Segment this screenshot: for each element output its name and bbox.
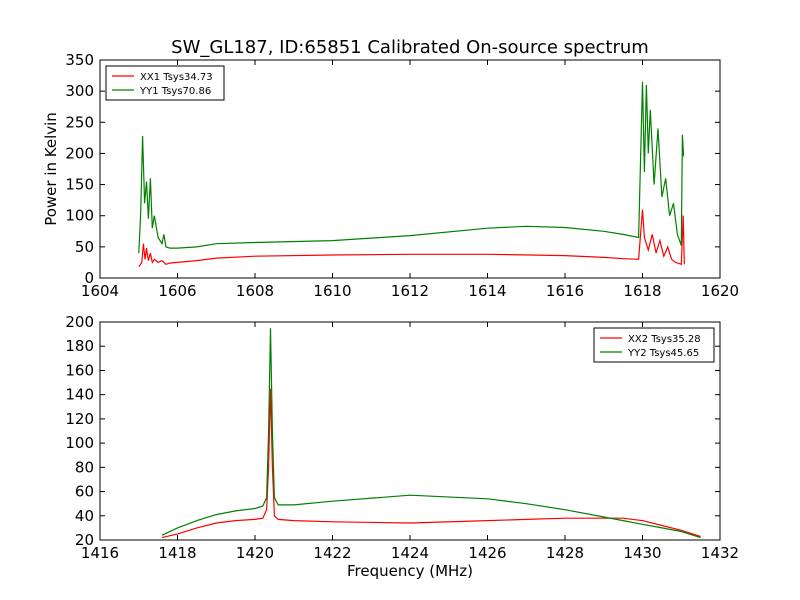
series-line-0-0 — [138, 209, 685, 268]
y-tick-label: 250 — [65, 113, 94, 131]
x-tick-label: 1618 — [623, 282, 661, 300]
legend-entry: XX1 Tsys34.73 — [140, 72, 213, 83]
x-tick-label: 1610 — [313, 282, 351, 300]
legend-entry: YY2 Tsys45.65 — [627, 348, 699, 359]
x-tick-label: 1612 — [391, 282, 429, 300]
y-tick-label: 140 — [65, 386, 94, 404]
x-tick-label: 1428 — [546, 544, 584, 562]
y-tick-label: 100 — [65, 207, 94, 225]
y-tick-label: 0 — [84, 269, 94, 287]
y-tick-label: 200 — [65, 313, 94, 331]
y-tick-label: 20 — [75, 531, 94, 549]
y-tick-label: 350 — [65, 51, 94, 69]
y-tick-label: 150 — [65, 176, 94, 194]
y-tick-label: 50 — [75, 238, 94, 256]
x-tick-label: 1418 — [158, 544, 196, 562]
legend-entry: YY1 Tsys70.86 — [139, 86, 211, 97]
series-line-1-0 — [161, 388, 701, 539]
y-tick-label: 40 — [75, 507, 94, 525]
y-tick-label: 100 — [65, 434, 94, 452]
x-tick-label: 1416 — [81, 544, 119, 562]
chart-title: SW_GL187, ID:65851 Calibrated On-source … — [171, 37, 649, 58]
x-tick-label: 1420 — [236, 544, 274, 562]
x-tick-label: 1430 — [623, 544, 661, 562]
x-tick-label: 1424 — [391, 544, 429, 562]
legend: XX1 Tsys34.73 YY1 Tsys70.86 — [105, 65, 225, 101]
bottom-panel: 1416 1418 1420 1422 1424 1426 1428 1430 1432 20 40… — [65, 313, 739, 580]
x-tick-label: 1426 — [468, 544, 506, 562]
x-tick-label: 1604 — [81, 282, 119, 300]
y-tick-label: 200 — [65, 144, 94, 162]
y-tick-label: 300 — [65, 82, 94, 100]
x-tick-label: 1432 — [701, 544, 739, 562]
series-line-0-1 — [138, 81, 685, 254]
x-tick-label: 1620 — [701, 282, 739, 300]
x-tick-label: 1422 — [313, 544, 351, 562]
y-tick-label: 160 — [65, 361, 94, 379]
y-tick-label: 180 — [65, 337, 94, 355]
legend: XX2 Tsys35.28 YY2 Tsys45.65 — [593, 327, 715, 363]
x-tick-label: 1606 — [158, 282, 196, 300]
y-tick-label: 80 — [75, 458, 94, 476]
legend-entry: XX2 Tsys35.28 — [628, 334, 701, 345]
x-axis-label: Frequency (MHz) — [347, 562, 473, 580]
x-tick-label: 1616 — [546, 282, 584, 300]
y-tick-label: 60 — [75, 483, 94, 501]
x-tick-label: 1614 — [468, 282, 506, 300]
series-line-1-1 — [161, 328, 701, 539]
x-tick-label: 1608 — [236, 282, 274, 300]
y-tick-label: 120 — [65, 410, 94, 428]
legend-box — [105, 65, 225, 101]
top-panel: 1604 1606 1608 1610 1612 1614 1616 1618 1620 0 50 1… — [42, 51, 739, 300]
legend-box — [593, 327, 715, 363]
y-axis-label: Power in Kelvin — [42, 112, 60, 226]
